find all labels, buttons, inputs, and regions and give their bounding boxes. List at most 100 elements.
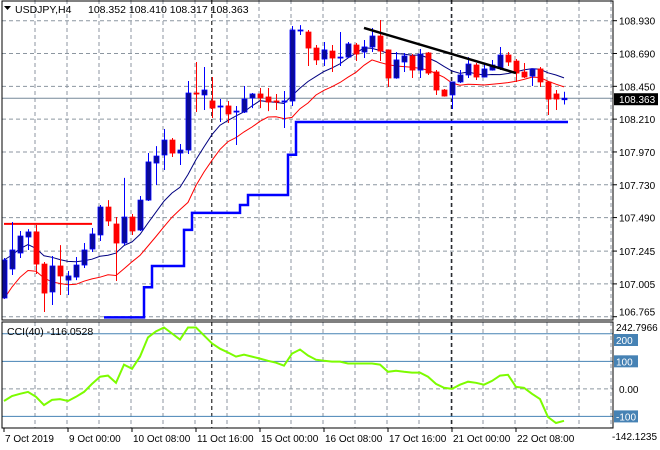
- bearish-candle: [441, 89, 448, 97]
- cci-scale-max: 242.7966: [616, 323, 658, 334]
- bearish-candle: [33, 224, 40, 275]
- bullish-candle: [297, 25, 304, 36]
- candle-body: [169, 139, 176, 154]
- collapse-triangle-icon[interactable]: [4, 6, 11, 10]
- candle-body: [33, 231, 40, 265]
- candle-body: [521, 71, 528, 78]
- bearish-candle: [305, 29, 312, 66]
- candle-body: [329, 50, 336, 59]
- main-panel-border: [1, 0, 614, 321]
- bullish-candle: [449, 81, 456, 110]
- candle-body: [113, 223, 120, 244]
- cci-title: CCI(40) -116.0528: [7, 326, 93, 338]
- candle-body: [337, 56, 344, 59]
- bearish-candle: [209, 77, 216, 119]
- candle-body: [41, 263, 48, 294]
- bullish-candle: [401, 52, 408, 72]
- symbol-timeframe: USDJPY,H4: [15, 4, 72, 16]
- cci-level-label: 100: [616, 357, 633, 368]
- grid: [2, 0, 613, 428]
- candle-body: [137, 199, 144, 231]
- candle-body: [433, 71, 440, 91]
- bullish-candle: [361, 39, 368, 59]
- bullish-candle: [89, 227, 96, 253]
- candle-body: [537, 68, 544, 83]
- candle-body: [201, 89, 208, 96]
- bullish-candle: [25, 229, 32, 250]
- time-tick-label: 21 Oct 00:00: [453, 434, 511, 445]
- candle-body: [473, 64, 480, 78]
- bullish-candle: [321, 42, 328, 66]
- candle-body: [513, 60, 520, 74]
- bullish-candle: [185, 80, 192, 155]
- time-tick-label: 9 Oct 00:00: [69, 434, 121, 445]
- price-tick-label: 107.005: [619, 280, 656, 291]
- bearish-candle: [513, 58, 520, 82]
- candle-body: [97, 206, 104, 236]
- bullish-candle: [201, 67, 208, 110]
- bullish-candle: [233, 106, 240, 145]
- cci-scale-min: -142.1235: [612, 432, 657, 443]
- candle-body: [185, 92, 192, 151]
- bearish-candle: [425, 52, 432, 75]
- time-tick-label: 15 Oct 00:00: [261, 434, 319, 445]
- candle-body: [241, 98, 248, 113]
- bullish-candle: [249, 93, 256, 109]
- bearish-candle: [169, 138, 176, 158]
- time-tick-label: 22 Oct 08:00: [517, 434, 575, 445]
- candle-body: [193, 92, 200, 95]
- current-price-label: 108.363: [619, 95, 656, 106]
- bearish-candle: [521, 62, 528, 78]
- time-tick-label: 16 Oct 08:00: [325, 434, 383, 445]
- candle-body: [249, 93, 256, 99]
- trendline: [363, 26, 517, 75]
- cci-level-label: 0.00: [619, 385, 639, 396]
- price-tick-label: 106.765: [619, 308, 656, 319]
- bullish-candle: [137, 195, 144, 231]
- candle-body: [281, 100, 288, 103]
- candle-body: [153, 155, 160, 164]
- bearish-candle: [377, 20, 384, 62]
- bearish-candle: [409, 54, 416, 78]
- main-price-panel: [1, 20, 613, 319]
- bullish-candle: [153, 146, 160, 186]
- bearish-candle: [129, 214, 136, 235]
- ohlc-readout: 108.352 108.410 108.317 108.363: [88, 4, 249, 16]
- price-tick-label: 108.450: [619, 82, 656, 93]
- bullish-candle: [97, 205, 104, 241]
- candle-body: [553, 93, 560, 100]
- bearish-candle: [329, 45, 336, 72]
- candle-body: [481, 68, 488, 78]
- time-tick-label: 17 Oct 16:00: [389, 434, 447, 445]
- cci-panel: CCI(40) -116.0528: [2, 326, 613, 425]
- candle-body: [89, 233, 96, 250]
- candle-body: [49, 265, 56, 293]
- candle-body: [345, 43, 352, 58]
- bullish-candle: [81, 243, 88, 269]
- time-tick-label: 7 Oct 2019: [5, 434, 54, 445]
- candle-body: [417, 53, 424, 71]
- candle-body: [265, 96, 272, 103]
- bearish-candle: [193, 61, 200, 113]
- candle-body: [545, 81, 552, 100]
- candle-body: [273, 100, 280, 103]
- candle-body: [385, 49, 392, 79]
- bearish-candle: [433, 70, 440, 95]
- cci-level-box: [614, 410, 638, 423]
- cci-line: [3, 326, 565, 425]
- candle-body: [313, 47, 320, 61]
- candle-body: [145, 161, 152, 201]
- bullish-candle: [1, 258, 8, 299]
- chart-header: USDJPY,H4 108.352 108.410 108.317 108.36…: [4, 4, 249, 16]
- bearish-candle: [265, 87, 272, 112]
- candle-body: [321, 49, 328, 60]
- candle-body: [1, 259, 8, 299]
- bearish-candle: [553, 90, 560, 110]
- bullish-candle: [457, 70, 464, 84]
- candle-body: [561, 97, 568, 101]
- bearish-candle: [105, 200, 112, 227]
- candle-body: [17, 235, 24, 254]
- candle-body: [129, 216, 136, 232]
- bearish-candle: [41, 262, 48, 313]
